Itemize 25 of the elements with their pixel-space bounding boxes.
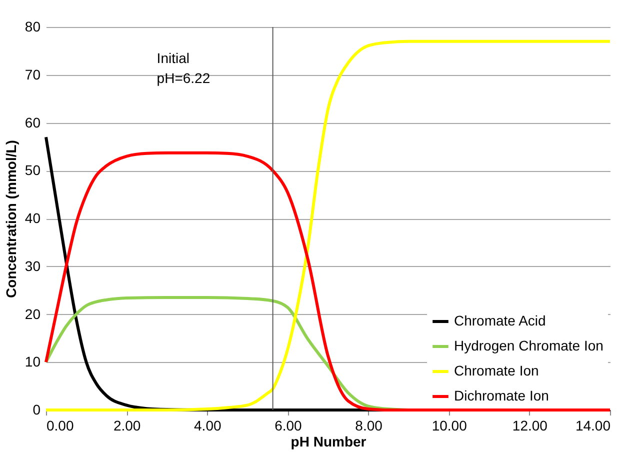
y-tick-label: 60 — [24, 114, 41, 130]
x-tick-label: 2.00 — [113, 418, 141, 434]
x-tick-label: 10.00 — [432, 418, 468, 434]
legend-label: Chromate Acid — [454, 312, 546, 328]
x-axis-title: pH Number — [290, 434, 367, 450]
y-tick-label: 30 — [24, 258, 41, 274]
y-tick-label: 50 — [24, 162, 41, 178]
legend-label: Chromate Ion — [454, 362, 539, 378]
y-axis-title: Concentration (mmol/L) — [2, 140, 19, 298]
x-tick-label: 12.00 — [512, 418, 548, 434]
y-tick-label: 0 — [32, 402, 41, 418]
annotation: Initial pH=6.22 — [156, 50, 210, 86]
y-tick-label: 10 — [24, 354, 41, 370]
x-tick-label: 14.00 — [575, 418, 611, 434]
y-tick-label: 40 — [24, 210, 41, 226]
x-tick-label: 6.00 — [274, 418, 302, 434]
line-series — [44, 40, 612, 412]
y-tick-label: 80 — [24, 18, 41, 34]
x-tick-label: 4.00 — [194, 418, 222, 434]
legend-label: Dichromate Ion — [454, 388, 549, 404]
y-tick-label: 20 — [24, 306, 41, 322]
legend-label: Hydrogen Chromate Ion — [454, 338, 604, 354]
y-tick-label: 70 — [24, 66, 41, 82]
x-tick-label: 0.00 — [46, 418, 74, 434]
x-tick-label: 8.00 — [355, 418, 383, 434]
